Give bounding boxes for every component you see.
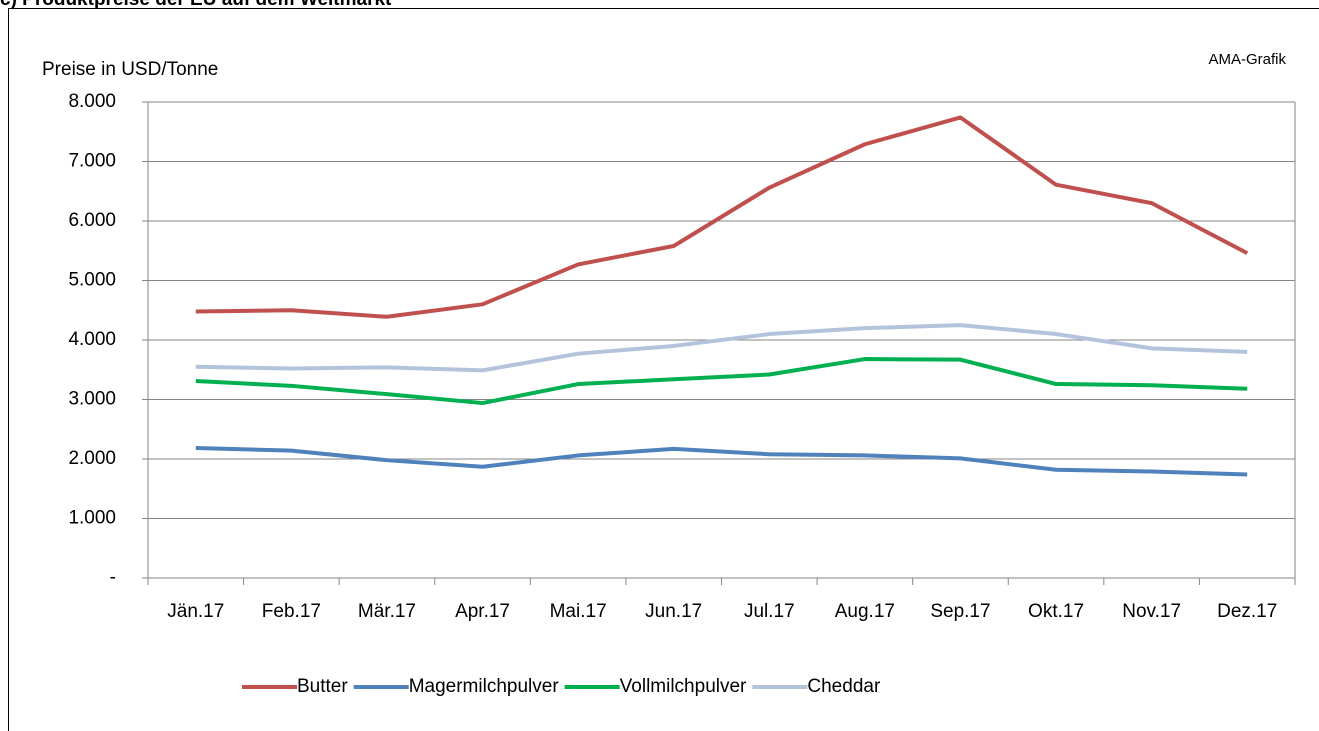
series-line bbox=[195, 115, 1249, 319]
y-tick-label: 4.000 bbox=[68, 329, 116, 350]
x-tick-label: Okt.17 bbox=[1028, 601, 1084, 622]
x-tick-label: Dez.17 bbox=[1217, 601, 1277, 622]
legend-label: Magermilchpulver bbox=[409, 676, 560, 697]
x-tick-label: Apr.17 bbox=[455, 601, 510, 622]
y-tick-label: - bbox=[110, 567, 116, 588]
y-axis-label: Preise in USD/Tonne bbox=[42, 59, 218, 80]
title-backing bbox=[0, 0, 560, 8]
y-tick-label: 2.000 bbox=[68, 448, 116, 469]
frame bbox=[8, 8, 1319, 731]
y-tick-label: 6.000 bbox=[68, 210, 116, 231]
annotation: AMA-Grafik bbox=[1208, 51, 1286, 68]
series-line bbox=[195, 357, 1248, 406]
x-tick-label: Mär.17 bbox=[358, 601, 416, 622]
x-tick-label: Nov.17 bbox=[1122, 601, 1181, 622]
x-tick-label: Feb.17 bbox=[262, 601, 321, 622]
x-tick-label: Sep.17 bbox=[930, 601, 990, 622]
y-tick-label: 5.000 bbox=[68, 270, 116, 291]
chart-title: c) Produktpreise der EU auf dem Weltmark… bbox=[0, 0, 392, 10]
series-line bbox=[195, 445, 1248, 477]
y-tick-label: 1.000 bbox=[68, 508, 116, 529]
x-tick-label: Jul.17 bbox=[744, 601, 795, 622]
x-tick-label: Aug.17 bbox=[835, 601, 895, 622]
legend-label: Vollmilchpulver bbox=[620, 676, 747, 697]
x-tick-label: Mai.17 bbox=[550, 601, 607, 622]
y-tick-label: 7.000 bbox=[68, 151, 116, 172]
legend-label: Cheddar bbox=[807, 676, 881, 697]
x-tick-label: Jän.17 bbox=[167, 601, 224, 622]
legend-label: Butter bbox=[297, 676, 348, 697]
y-tick-label: 8.000 bbox=[68, 91, 116, 112]
x-tick-label: Jun.17 bbox=[645, 601, 702, 622]
y-tick-label: 3.000 bbox=[68, 389, 116, 410]
series-line bbox=[195, 323, 1248, 373]
